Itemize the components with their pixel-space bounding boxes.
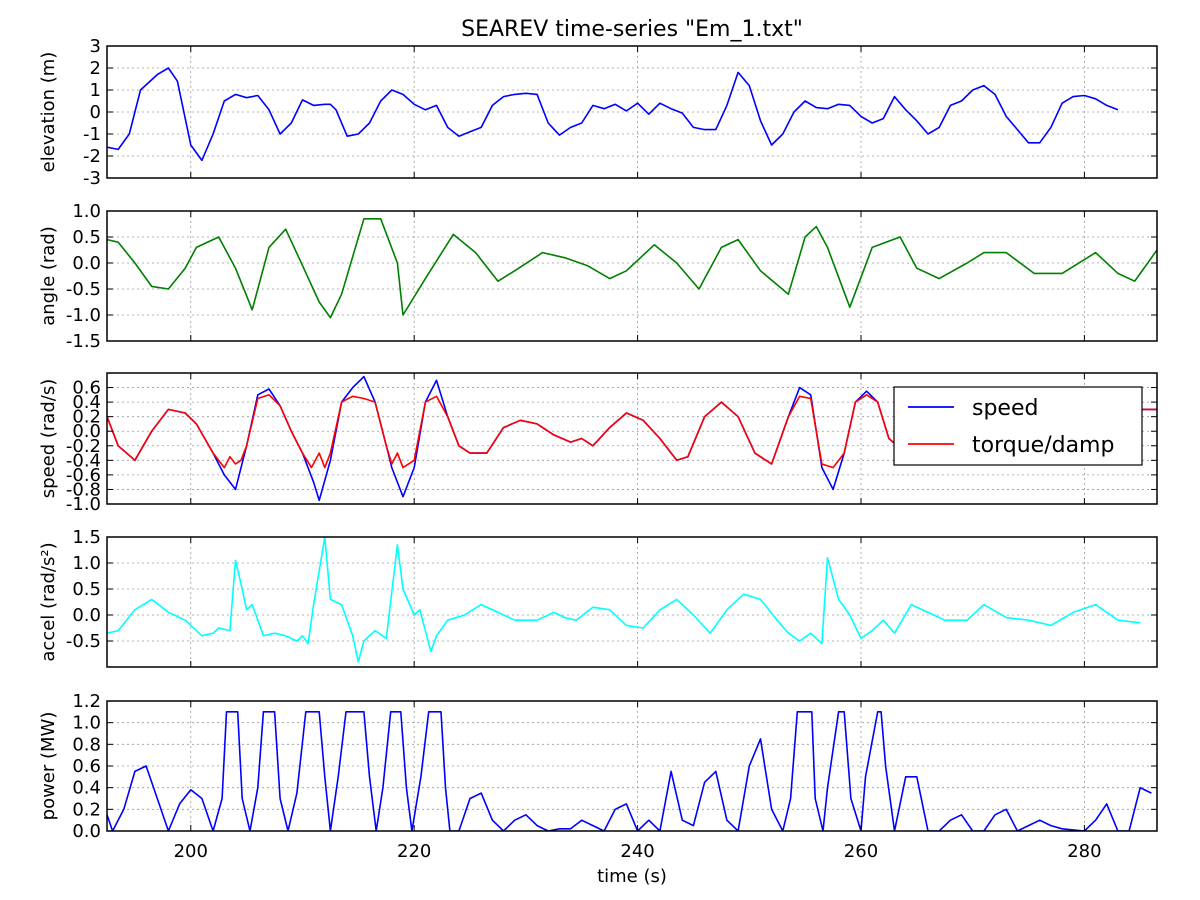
panel-frame — [106, 210, 1158, 342]
y-tick-label: -0.8 — [66, 479, 101, 500]
series-line-accel — [107, 537, 1141, 663]
y-tick-label: 1.0 — [72, 713, 101, 734]
y-tick-label: 1.0 — [72, 553, 101, 574]
y-tick-label: 1.5 — [72, 527, 101, 548]
x-axis-label: time (s) — [597, 866, 667, 887]
legend-label-speed: speed — [972, 396, 1038, 421]
y-tick-label: 0.8 — [72, 734, 101, 755]
series-line-angle — [107, 218, 1157, 319]
y-tick-label: -0.6 — [66, 465, 101, 486]
panel-angle: -1.5 -1.0 -0.5 0.0 0.5 1.0 angle (rad) — [38, 201, 1158, 352]
series-line-power — [107, 710, 1152, 831]
y-tick-label: 2 — [90, 58, 101, 79]
panel-speed: -1.0-0.8-0.6-0.4-0.20.00.20.40.6 speed (r… — [38, 372, 1158, 515]
y-tick-label: -3 — [83, 168, 101, 189]
y-tick-label: 0.0 — [72, 421, 101, 442]
y-axis-label-power: power (MW) — [38, 712, 59, 821]
y-tick-label: 1 — [90, 80, 101, 101]
panel-power: 0.00.20.40.60.81.01.2 power (MW) 200 220 240… — [38, 691, 1158, 862]
y-axis-label-speed: speed (rad/s) — [38, 379, 59, 498]
y-tick-label: 0.6 — [72, 756, 101, 777]
y-tick-label: -1.0 — [66, 305, 101, 326]
series-line-speed-torquedamp — [107, 393, 1157, 469]
y-tick-label: 0.0 — [72, 605, 101, 626]
x-tick-label: 220 — [397, 841, 431, 862]
panel-frame — [106, 536, 1158, 668]
y-tick-label: -0.4 — [66, 450, 101, 471]
legend: speed torque/damp — [893, 386, 1143, 466]
y-tick-label: 0.2 — [72, 407, 101, 428]
y-tick-label: -0.5 — [66, 631, 101, 652]
panel-frame — [106, 372, 1158, 505]
y-tick-label: -0.2 — [66, 436, 101, 457]
y-tick-label: 0.5 — [72, 227, 101, 248]
y-axis-label-angle: angle (rad) — [38, 226, 59, 326]
y-tick-label: 0.4 — [72, 392, 101, 413]
y-tick-label: 0.2 — [72, 799, 101, 820]
y-tick-label: -2 — [83, 146, 101, 167]
x-tick-label: 280 — [1067, 841, 1101, 862]
y-tick-label: 1.2 — [72, 691, 101, 712]
panel-accel: -0.5 0.0 0.5 1.0 1.5 accel (rad/s²) — [38, 527, 1158, 668]
y-tick-label: 1.0 — [72, 201, 101, 222]
y-tick-label: 0.0 — [72, 253, 101, 274]
x-tick-label: 200 — [174, 841, 208, 862]
x-tick-label: 260 — [844, 841, 878, 862]
y-tick-label: 0.6 — [72, 378, 101, 399]
y-tick-label: -1 — [83, 124, 101, 145]
y-tick-label: -1.5 — [66, 331, 101, 352]
y-tick-label: 0.0 — [72, 821, 101, 842]
y-tick-label: -0.5 — [66, 279, 101, 300]
series-line-elevation — [107, 67, 1119, 162]
y-tick-label: 0.4 — [72, 778, 101, 799]
y-tick-label: 3 — [90, 36, 101, 57]
y-tick-label: 0 — [90, 102, 101, 123]
legend-box — [893, 386, 1143, 466]
x-tick-label: 240 — [620, 841, 654, 862]
chart-title: SEAREV time-series "Em_1.txt" — [461, 17, 803, 42]
legend-label-torquedamp: torque/damp — [972, 433, 1114, 458]
y-tick-label: -1.0 — [66, 494, 101, 515]
y-axis-label-accel: accel (rad/s²) — [38, 542, 59, 661]
y-tick-label: 0.5 — [72, 579, 101, 600]
y-axis-label-elevation: elevation (m) — [38, 52, 59, 173]
